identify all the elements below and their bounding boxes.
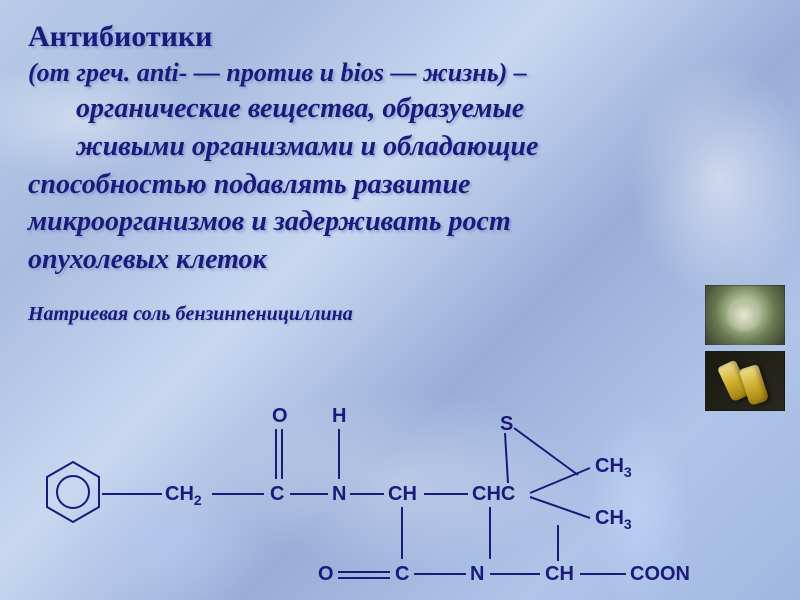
bond: [102, 493, 162, 495]
bond: [212, 493, 264, 495]
double-bond: [338, 571, 390, 573]
atom-n1: N: [332, 483, 346, 506]
bond: [424, 493, 468, 495]
chemical-structure: O H S CH2 C N CH CHC CH3 CH3 O C N CH CO…: [40, 405, 740, 590]
definition-line: способностью подавлять развитие: [28, 166, 772, 204]
bond: [338, 429, 340, 479]
double-bond: [275, 429, 277, 479]
side-images: [705, 285, 790, 417]
definition-line: микроорганизмов и задерживать рост: [28, 203, 772, 241]
bond: [489, 507, 491, 559]
bond: [414, 573, 466, 575]
bond: [401, 507, 403, 559]
bond: [580, 573, 626, 575]
group-ch-bot: CH: [545, 563, 574, 586]
double-bond: [338, 577, 390, 579]
double-bond: [281, 429, 283, 479]
ampoules-image: [705, 351, 785, 411]
atom-c-bot: C: [395, 563, 409, 586]
structure-caption: Натриевая соль бензинпенициллина: [28, 303, 772, 326]
mold-image: [705, 285, 785, 345]
definition-line: живыми организмами и обладающие: [28, 128, 772, 166]
group-ch2: CH2: [165, 483, 202, 508]
bond: [290, 493, 328, 495]
title-heading: Антибиотики: [28, 20, 772, 54]
bond: [350, 493, 384, 495]
benzene-ring: [45, 460, 101, 524]
definition-line: органические вещества, образуемые: [28, 90, 772, 128]
slide-content: Антибиотики (от греч. anti- — против и b…: [0, 0, 800, 344]
thiazolidine-bonds: [470, 415, 670, 535]
atom-n-bot: N: [470, 563, 484, 586]
bond: [490, 573, 540, 575]
atom-h-top: H: [332, 405, 346, 428]
atom-c1: C: [270, 483, 284, 506]
atom-o-top: O: [272, 405, 288, 428]
group-coon: COON: [630, 563, 690, 586]
definition-line: опухолевых клеток: [28, 241, 772, 279]
group-ch-a: CH: [388, 483, 417, 506]
atom-o-bot: O: [318, 563, 334, 586]
bond: [557, 525, 559, 561]
etymology-text: (от греч. anti- — против и bios — жизнь)…: [28, 58, 772, 88]
